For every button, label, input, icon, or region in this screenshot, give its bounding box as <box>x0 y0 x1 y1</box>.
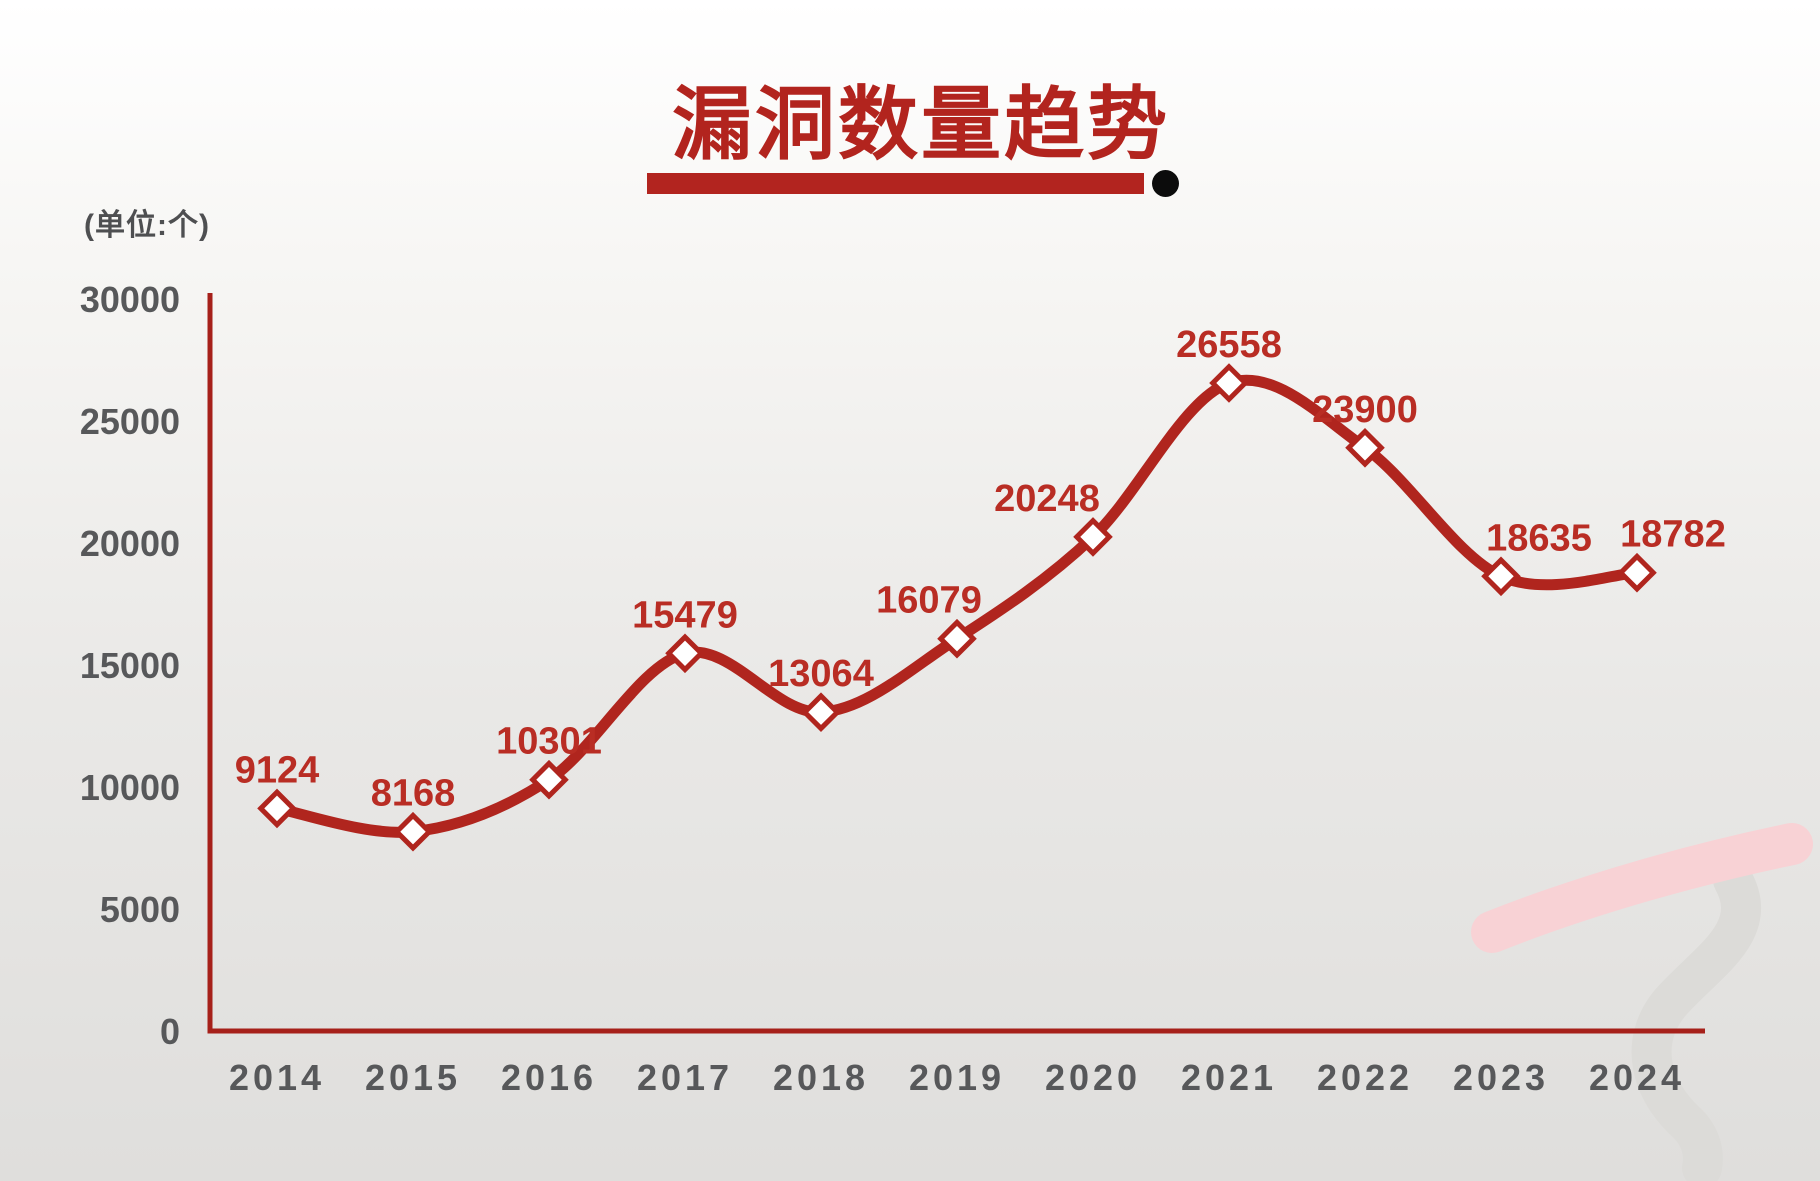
data-point-marker <box>665 633 705 674</box>
x-tick-label: 2018 <box>773 1057 869 1098</box>
y-tick-label: 5000 <box>100 889 180 930</box>
y-tick-label: 0 <box>160 1011 180 1052</box>
x-tick-label: 2015 <box>365 1057 461 1098</box>
data-point-marker <box>1481 556 1521 597</box>
pink-brush-decoration <box>1471 823 1813 953</box>
data-point-label: 10301 <box>496 721 602 763</box>
data-point-label: 20248 <box>994 478 1100 520</box>
data-point-marker <box>1209 363 1249 403</box>
x-tick-label: 2020 <box>1045 1057 1141 1098</box>
data-point-label: 8168 <box>371 773 456 815</box>
x-tick-label: 2014 <box>229 1057 325 1098</box>
data-point-marker <box>1345 428 1385 468</box>
data-point-label: 13064 <box>768 653 874 695</box>
x-tick-label: 2024 <box>1589 1057 1685 1098</box>
gray-brush-decoration <box>1631 860 1761 1181</box>
data-point-marker <box>257 788 297 829</box>
data-point-label: 9124 <box>235 749 320 791</box>
y-tick-label: 30000 <box>80 279 180 320</box>
x-tick-label: 2019 <box>909 1057 1005 1098</box>
title-underline-bar <box>647 173 1144 194</box>
data-point-marker <box>1073 517 1113 557</box>
data-point-label: 15479 <box>632 594 738 636</box>
data-point-label: 26558 <box>1176 324 1282 366</box>
data-point-label: 18782 <box>1620 514 1726 556</box>
x-tick-label: 2016 <box>501 1057 597 1098</box>
data-point-label: 23900 <box>1312 389 1418 431</box>
data-point-label: 16079 <box>876 580 982 622</box>
title-underline-dot-icon <box>1152 170 1179 197</box>
y-tick-label: 10000 <box>80 767 180 808</box>
unit-label: (单位:个) <box>84 209 210 242</box>
x-tick-label: 2021 <box>1181 1057 1277 1098</box>
data-point-label: 18635 <box>1486 517 1592 559</box>
x-tick-label: 2017 <box>637 1057 733 1098</box>
data-point-marker <box>801 692 841 732</box>
x-tick-label: 2023 <box>1453 1057 1549 1098</box>
y-tick-label: 25000 <box>80 401 180 442</box>
data-point-marker <box>1617 552 1657 593</box>
y-tick-label: 15000 <box>80 645 180 686</box>
data-point-marker <box>529 759 569 800</box>
data-point-marker <box>937 618 977 659</box>
data-point-marker <box>393 811 433 852</box>
page-title: 漏洞数量趋势 <box>672 80 1170 169</box>
x-tick-label: 2022 <box>1317 1057 1413 1098</box>
y-tick-label: 20000 <box>80 523 180 564</box>
